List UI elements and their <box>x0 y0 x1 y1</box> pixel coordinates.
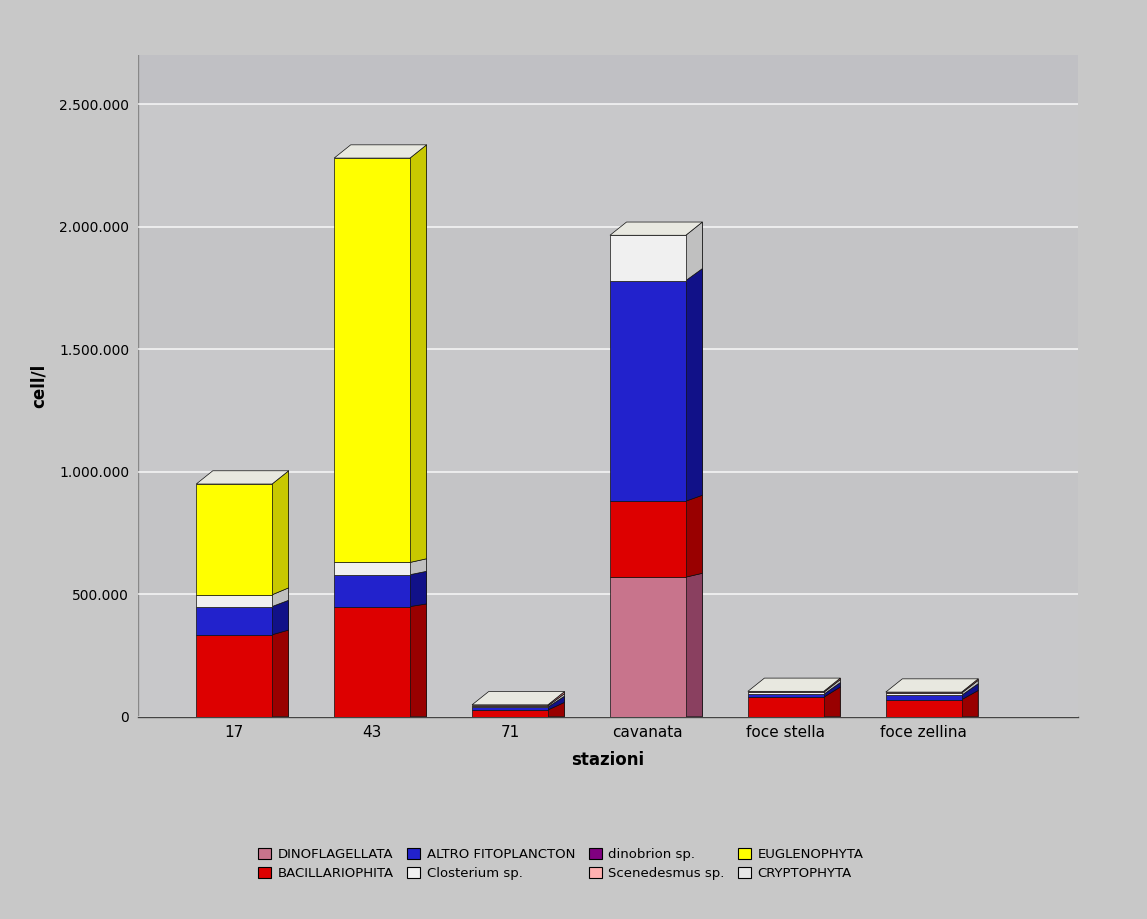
Polygon shape <box>272 600 289 635</box>
Polygon shape <box>686 268 702 501</box>
Polygon shape <box>548 694 564 707</box>
Polygon shape <box>961 690 978 717</box>
Polygon shape <box>409 559 427 574</box>
Polygon shape <box>686 495 702 577</box>
Polygon shape <box>272 600 289 635</box>
Bar <box>610 501 686 577</box>
Bar <box>334 607 409 717</box>
Polygon shape <box>824 679 841 694</box>
Bar <box>473 710 548 717</box>
Polygon shape <box>548 694 564 707</box>
Bar <box>885 699 961 717</box>
Polygon shape <box>961 690 978 717</box>
Polygon shape <box>961 684 978 699</box>
Polygon shape <box>409 572 427 607</box>
Polygon shape <box>961 679 978 693</box>
Polygon shape <box>824 678 841 692</box>
Polygon shape <box>409 145 427 562</box>
Bar <box>334 158 409 562</box>
Polygon shape <box>961 680 978 696</box>
Polygon shape <box>686 573 702 717</box>
Bar <box>196 635 272 717</box>
Polygon shape <box>272 630 289 717</box>
Polygon shape <box>409 559 427 574</box>
Polygon shape <box>334 145 427 158</box>
Bar <box>196 484 272 595</box>
Bar <box>748 698 824 717</box>
Bar <box>885 696 961 699</box>
Polygon shape <box>409 572 427 607</box>
Polygon shape <box>272 588 289 607</box>
Polygon shape <box>824 679 841 694</box>
Polygon shape <box>686 573 702 717</box>
Bar <box>610 280 686 501</box>
Polygon shape <box>548 692 564 706</box>
Polygon shape <box>824 678 841 692</box>
Polygon shape <box>548 697 564 710</box>
Polygon shape <box>409 604 427 717</box>
Polygon shape <box>824 683 841 698</box>
Bar <box>196 607 272 635</box>
Polygon shape <box>686 222 702 280</box>
Polygon shape <box>473 692 564 705</box>
Bar <box>138 104 1078 227</box>
Bar <box>748 692 824 694</box>
Bar <box>885 692 961 693</box>
Polygon shape <box>272 471 289 595</box>
Polygon shape <box>272 471 289 595</box>
Polygon shape <box>610 222 702 235</box>
Bar <box>473 706 548 707</box>
Bar <box>610 577 686 717</box>
Polygon shape <box>548 702 564 717</box>
Bar <box>138 227 1078 349</box>
X-axis label: stazioni: stazioni <box>571 751 645 769</box>
Polygon shape <box>885 679 978 692</box>
Polygon shape <box>686 268 702 501</box>
Legend: DINOFLAGELLATA, BACILLARIOPHITA, ALTRO FITOPLANCTON, Closterium sp., dinobrion s: DINOFLAGELLATA, BACILLARIOPHITA, ALTRO F… <box>252 843 869 886</box>
Polygon shape <box>548 697 564 710</box>
Polygon shape <box>196 471 289 484</box>
Polygon shape <box>409 604 427 717</box>
Bar <box>334 562 409 574</box>
Polygon shape <box>272 630 289 717</box>
Bar <box>610 235 686 280</box>
Polygon shape <box>548 692 564 706</box>
Polygon shape <box>961 680 978 696</box>
Bar <box>748 691 824 692</box>
Polygon shape <box>548 702 564 717</box>
Polygon shape <box>961 679 978 693</box>
Bar <box>473 705 548 706</box>
Polygon shape <box>409 145 427 562</box>
Bar <box>138 595 1078 717</box>
Y-axis label: cell/l: cell/l <box>30 364 48 408</box>
Bar <box>748 694 824 698</box>
Bar <box>138 349 1078 471</box>
Polygon shape <box>824 687 841 717</box>
Bar <box>138 471 1078 595</box>
Polygon shape <box>686 222 702 280</box>
Bar <box>885 693 961 696</box>
Bar <box>196 595 272 607</box>
Polygon shape <box>686 495 702 577</box>
Polygon shape <box>748 678 841 691</box>
Bar <box>473 707 548 710</box>
Bar <box>334 574 409 607</box>
Polygon shape <box>824 687 841 717</box>
Polygon shape <box>824 683 841 698</box>
Polygon shape <box>272 588 289 607</box>
Polygon shape <box>961 684 978 699</box>
